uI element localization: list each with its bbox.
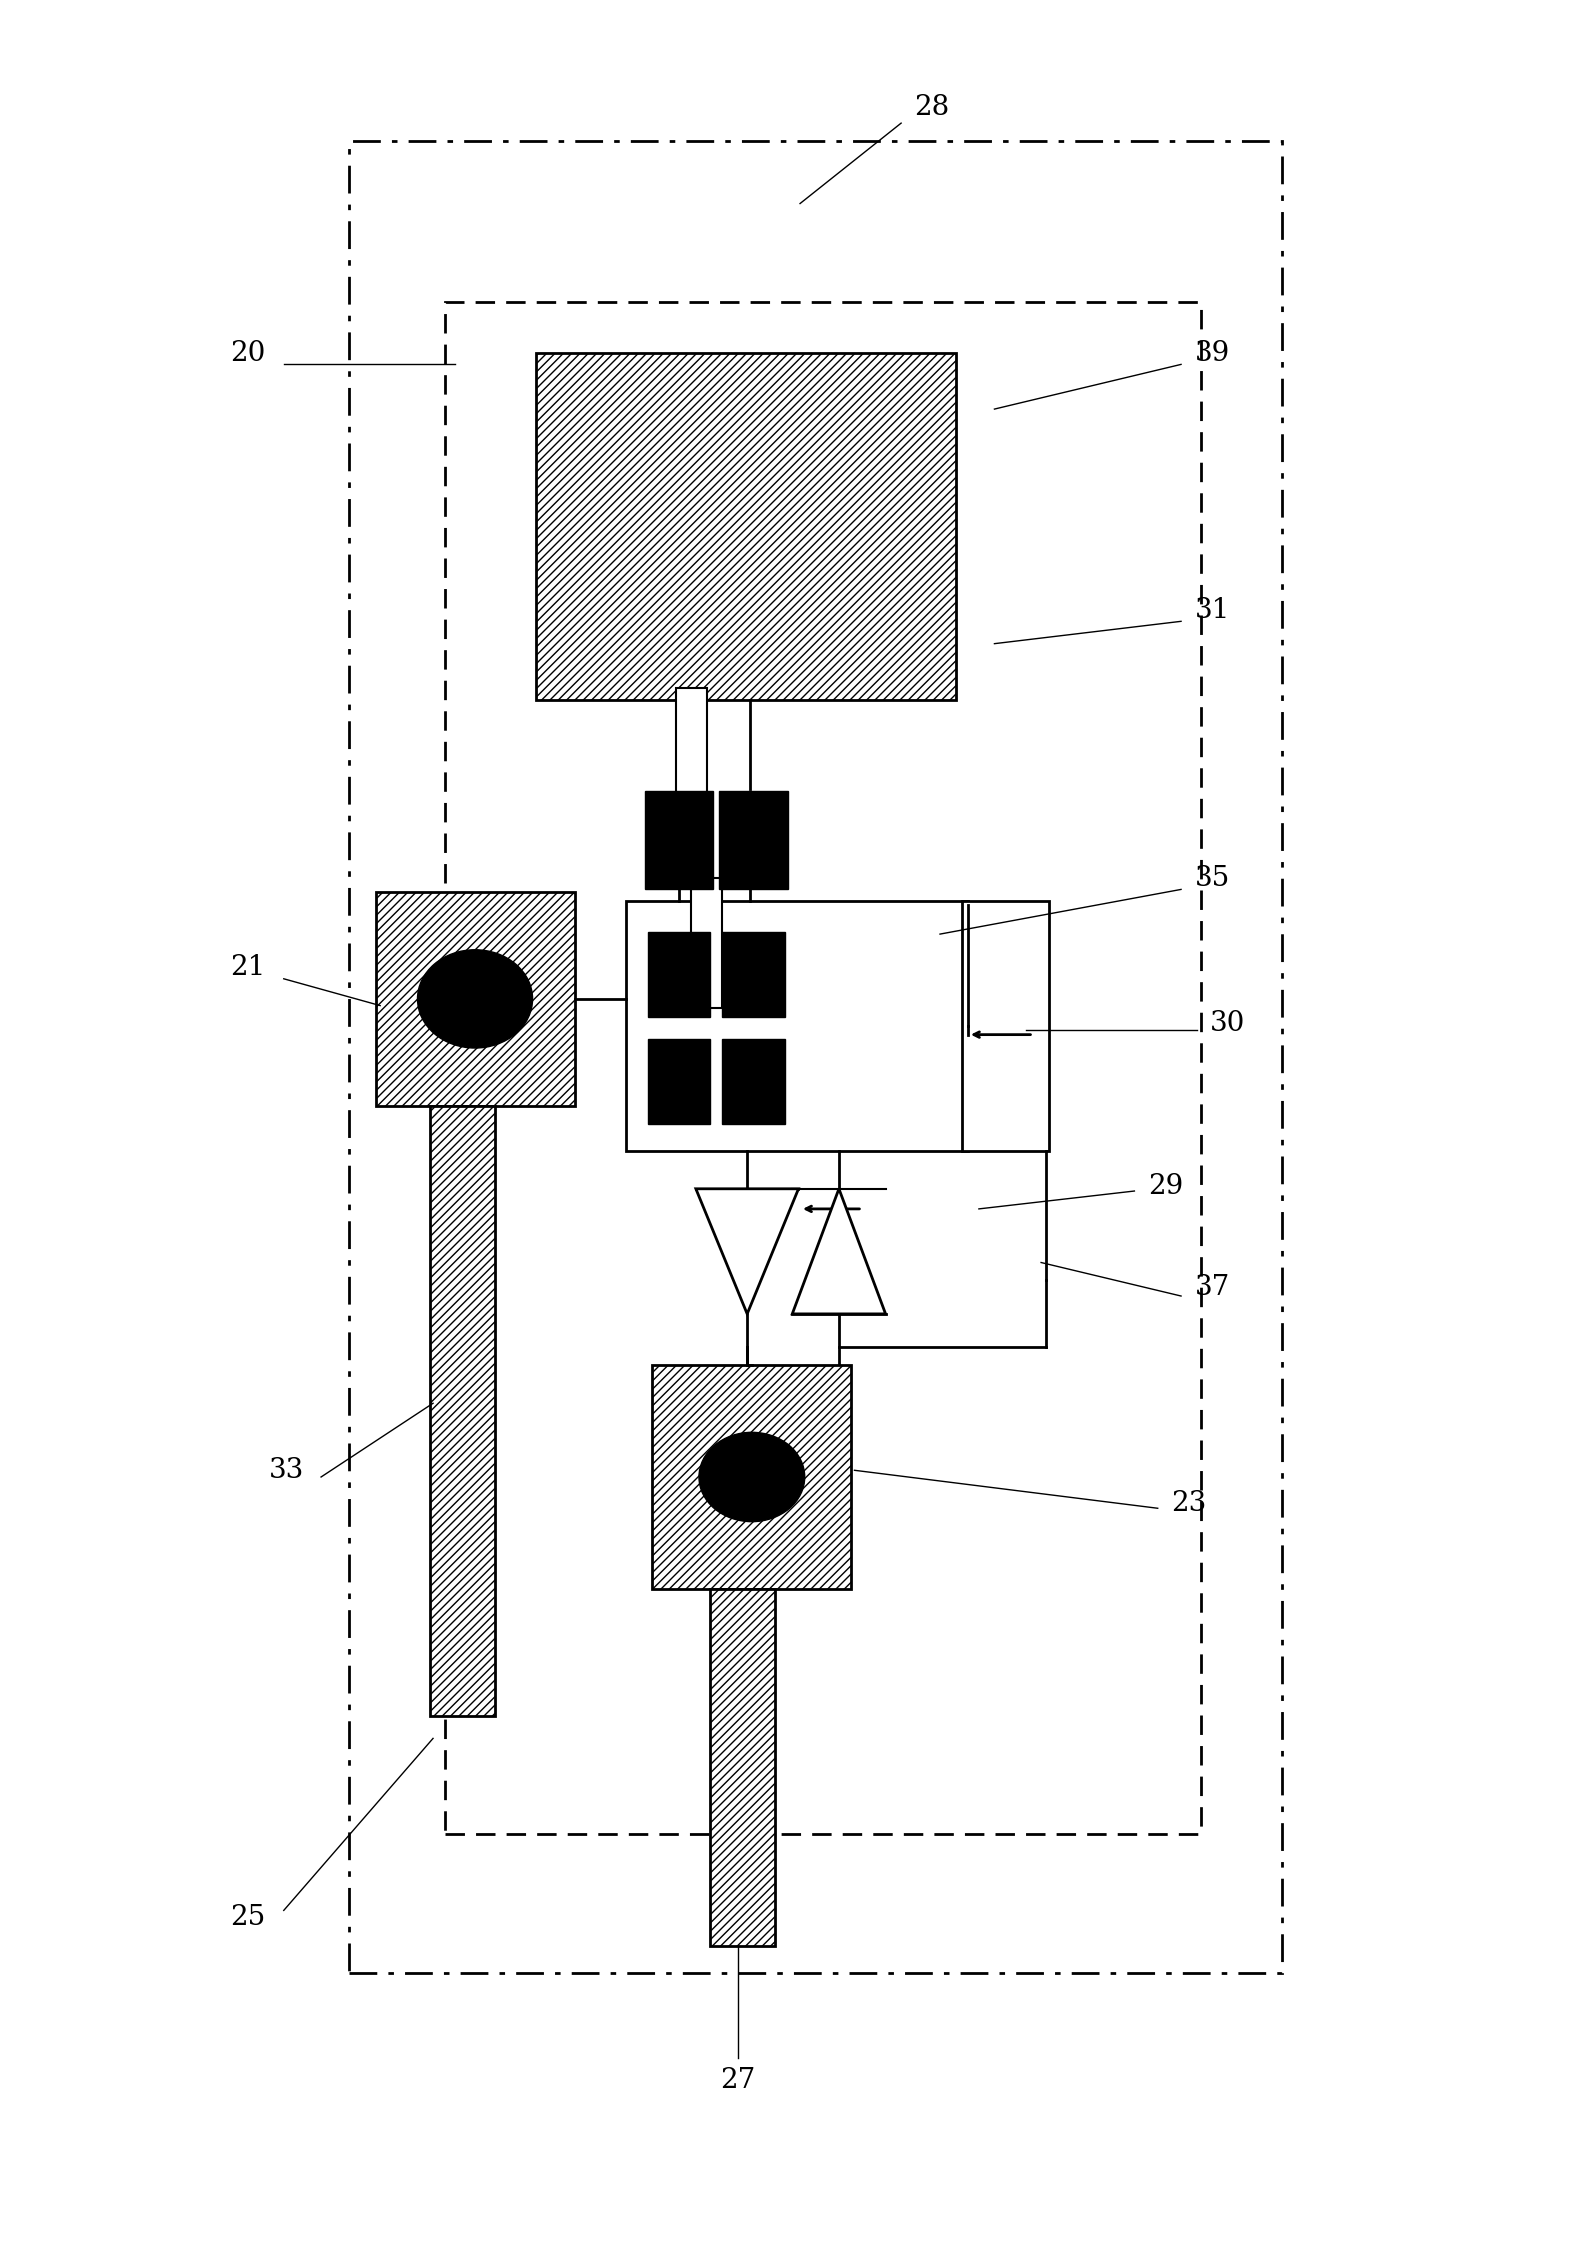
Text: 31: 31 <box>1194 596 1230 623</box>
Bar <box>709 1589 775 1947</box>
Bar <box>648 933 709 1016</box>
Polygon shape <box>697 1189 799 1313</box>
Text: 39: 39 <box>1194 339 1230 366</box>
Text: 30: 30 <box>1210 1009 1246 1036</box>
Text: 27: 27 <box>720 2066 756 2093</box>
Text: 21: 21 <box>231 953 265 980</box>
Text: 20: 20 <box>231 339 265 366</box>
Text: 23: 23 <box>1170 1490 1207 1517</box>
Bar <box>626 901 968 1151</box>
Bar <box>430 1106 496 1715</box>
Bar <box>348 142 1282 1974</box>
Bar <box>375 892 574 1106</box>
Bar <box>722 933 784 1016</box>
Ellipse shape <box>417 949 532 1048</box>
Bar <box>722 1039 784 1124</box>
Bar <box>648 1039 709 1124</box>
Ellipse shape <box>698 1432 805 1522</box>
Bar <box>535 353 956 699</box>
Bar <box>692 879 722 1007</box>
Text: 35: 35 <box>1194 865 1230 892</box>
Text: 33: 33 <box>270 1457 304 1484</box>
Bar <box>653 1365 852 1589</box>
Bar <box>446 301 1202 1834</box>
Text: 37: 37 <box>1194 1275 1230 1302</box>
Bar <box>962 901 1048 1151</box>
Text: 28: 28 <box>915 94 949 121</box>
Bar <box>645 791 712 890</box>
Text: 29: 29 <box>1149 1173 1183 1200</box>
Polygon shape <box>792 1189 885 1313</box>
Text: 25: 25 <box>231 1904 265 1931</box>
Bar <box>719 791 788 890</box>
Bar <box>676 688 706 823</box>
